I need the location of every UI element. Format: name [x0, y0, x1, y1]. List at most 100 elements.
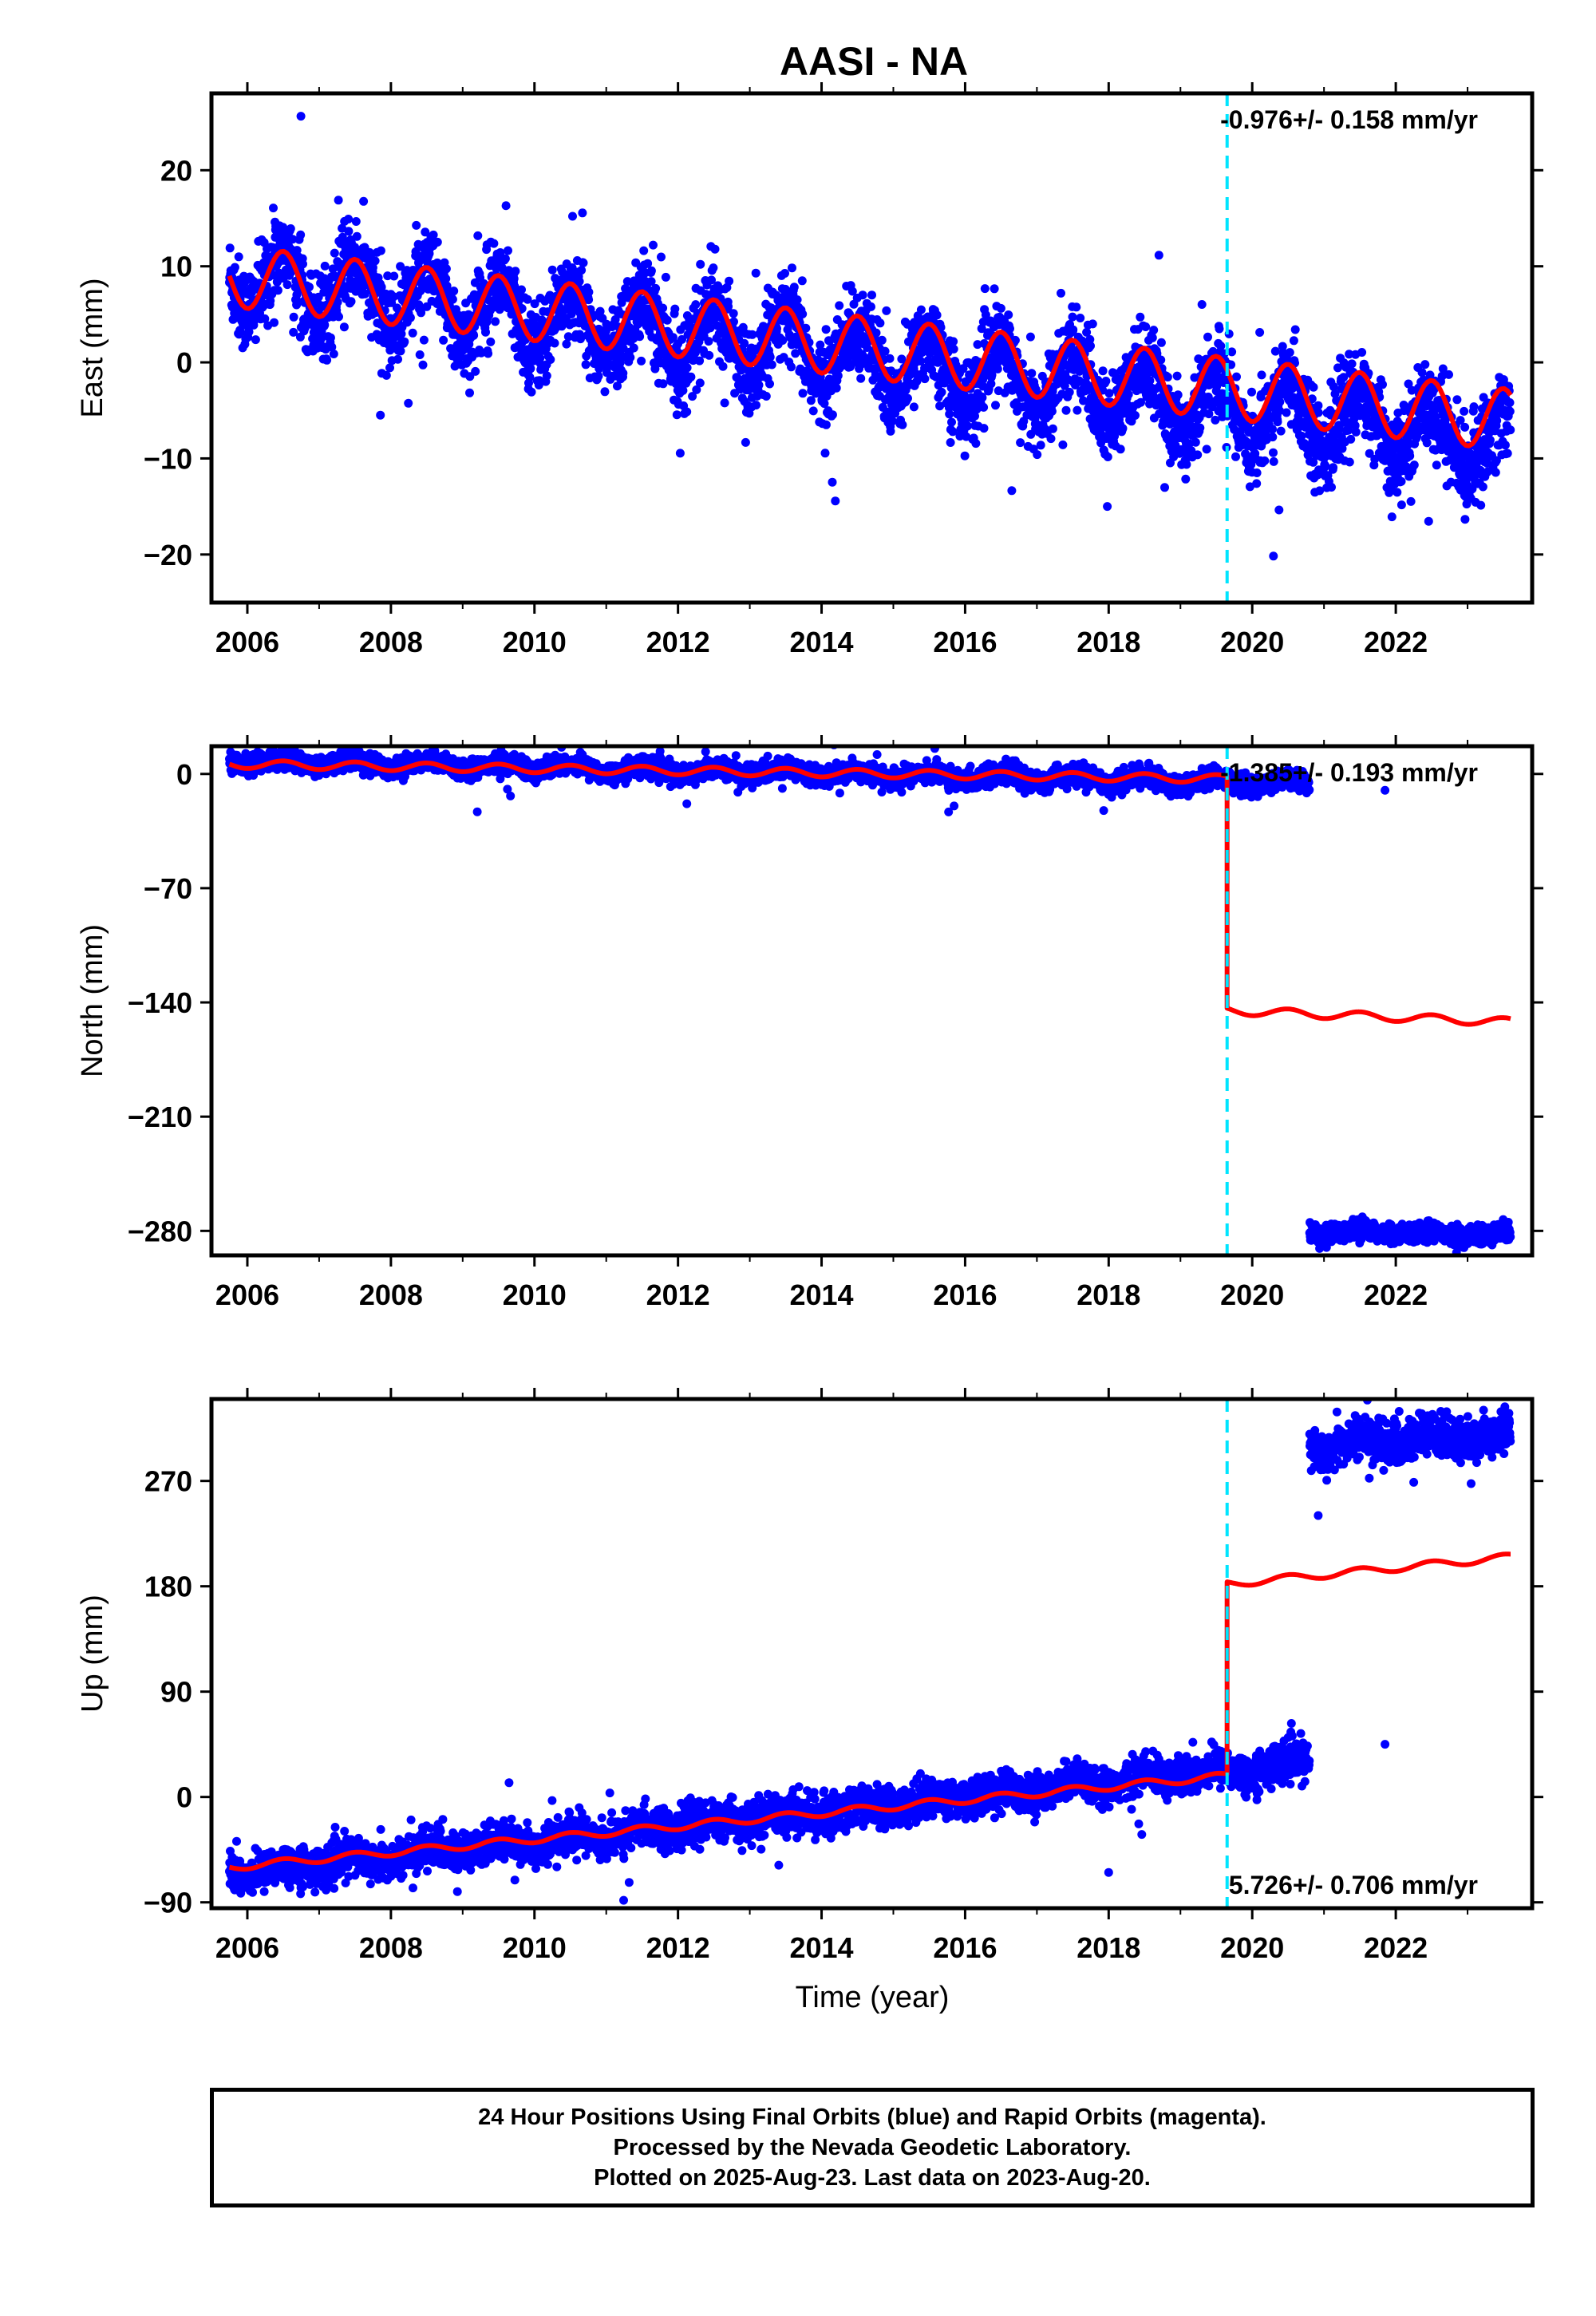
data-point: [692, 385, 701, 394]
data-point: [705, 323, 715, 333]
data-point: [613, 381, 622, 391]
data-point: [417, 308, 426, 318]
data-point: [1163, 373, 1172, 381]
data-point: [937, 387, 946, 397]
data-point: [635, 332, 645, 342]
data-point: [1255, 328, 1265, 337]
data-point: [471, 366, 480, 376]
data-point: [296, 230, 306, 239]
data-point: [377, 283, 386, 292]
data-point: [576, 334, 585, 344]
data-point: [526, 364, 535, 373]
data-point: [946, 438, 955, 447]
data-point: [412, 220, 421, 230]
data-point: [225, 243, 235, 253]
data-point: [979, 424, 989, 433]
y-tick-label: 20: [160, 154, 192, 187]
data-point: [260, 314, 270, 323]
data-point: [1025, 332, 1035, 342]
data-point: [617, 298, 626, 307]
data-point: [1396, 500, 1406, 510]
data-point: [298, 259, 307, 269]
data-point: [808, 406, 818, 416]
data-point: [1460, 422, 1470, 432]
data-point: [1425, 370, 1435, 380]
data-point: [1027, 369, 1037, 378]
data-point: [977, 324, 986, 334]
data-point: [1309, 382, 1318, 392]
data-point: [707, 275, 716, 285]
data-point: [1204, 409, 1214, 419]
data-point: [1285, 348, 1294, 358]
x-tick-label: 2016: [933, 626, 997, 658]
data-point: [1073, 405, 1082, 415]
data-point: [1182, 460, 1191, 469]
data-point: [867, 302, 875, 311]
data-point: [657, 252, 666, 262]
data-point: [882, 306, 891, 315]
data-point: [1290, 325, 1300, 334]
data-point: [397, 329, 406, 338]
data-point: [1452, 395, 1462, 405]
data-point: [1116, 445, 1125, 454]
data-point: [433, 237, 442, 247]
data-point: [806, 396, 816, 405]
data-point: [646, 266, 656, 275]
data-point: [330, 248, 339, 258]
data-point: [523, 294, 532, 304]
data-point: [584, 295, 594, 305]
data-point: [1061, 405, 1071, 415]
data-point: [1444, 370, 1453, 379]
data-point: [400, 337, 409, 346]
data-point: [1187, 446, 1196, 456]
data-point: [1098, 366, 1108, 376]
data-point: [949, 337, 958, 346]
data-point: [1104, 389, 1114, 398]
data-point: [970, 411, 979, 421]
y-tick-label: 0: [176, 346, 192, 379]
data-point: [326, 333, 335, 342]
data-point: [334, 312, 343, 322]
data-point: [1476, 500, 1486, 510]
data-point: [511, 267, 520, 276]
data-point: [980, 284, 990, 294]
data-point: [1149, 326, 1159, 335]
data-point: [244, 327, 254, 337]
data-point: [1485, 435, 1495, 445]
data-point: [1047, 406, 1057, 416]
data-point: [1478, 482, 1487, 492]
plot-frame: [209, 91, 1535, 605]
data-point: [986, 379, 996, 389]
data-point: [385, 363, 394, 373]
data-point: [484, 349, 493, 358]
data-point: [1058, 440, 1068, 449]
data-point: [1273, 417, 1282, 427]
data-point: [396, 346, 405, 356]
data-point: [695, 378, 705, 388]
data-point: [418, 360, 428, 370]
data-point: [381, 370, 391, 380]
data-point: [798, 389, 808, 398]
data-point: [550, 338, 559, 348]
data-point: [981, 310, 990, 319]
y-tick-label: −20: [144, 539, 192, 571]
data-point: [996, 303, 1005, 313]
data-point: [578, 208, 587, 218]
data-point: [334, 196, 343, 205]
data-point: [562, 339, 571, 349]
data-point: [903, 393, 912, 403]
data-point: [1491, 468, 1500, 477]
data-point: [1345, 457, 1354, 467]
data-point: [1101, 377, 1111, 385]
data-point: [1197, 300, 1207, 309]
data-point: [1503, 449, 1512, 458]
data-point: [1268, 425, 1277, 434]
data-point: [1005, 324, 1014, 334]
data-point: [801, 323, 811, 333]
data-point: [1460, 406, 1469, 416]
data-point: [408, 328, 417, 338]
data-point: [828, 410, 837, 420]
data-point: [1232, 372, 1241, 381]
data-point: [333, 298, 342, 307]
data-point: [751, 268, 760, 278]
